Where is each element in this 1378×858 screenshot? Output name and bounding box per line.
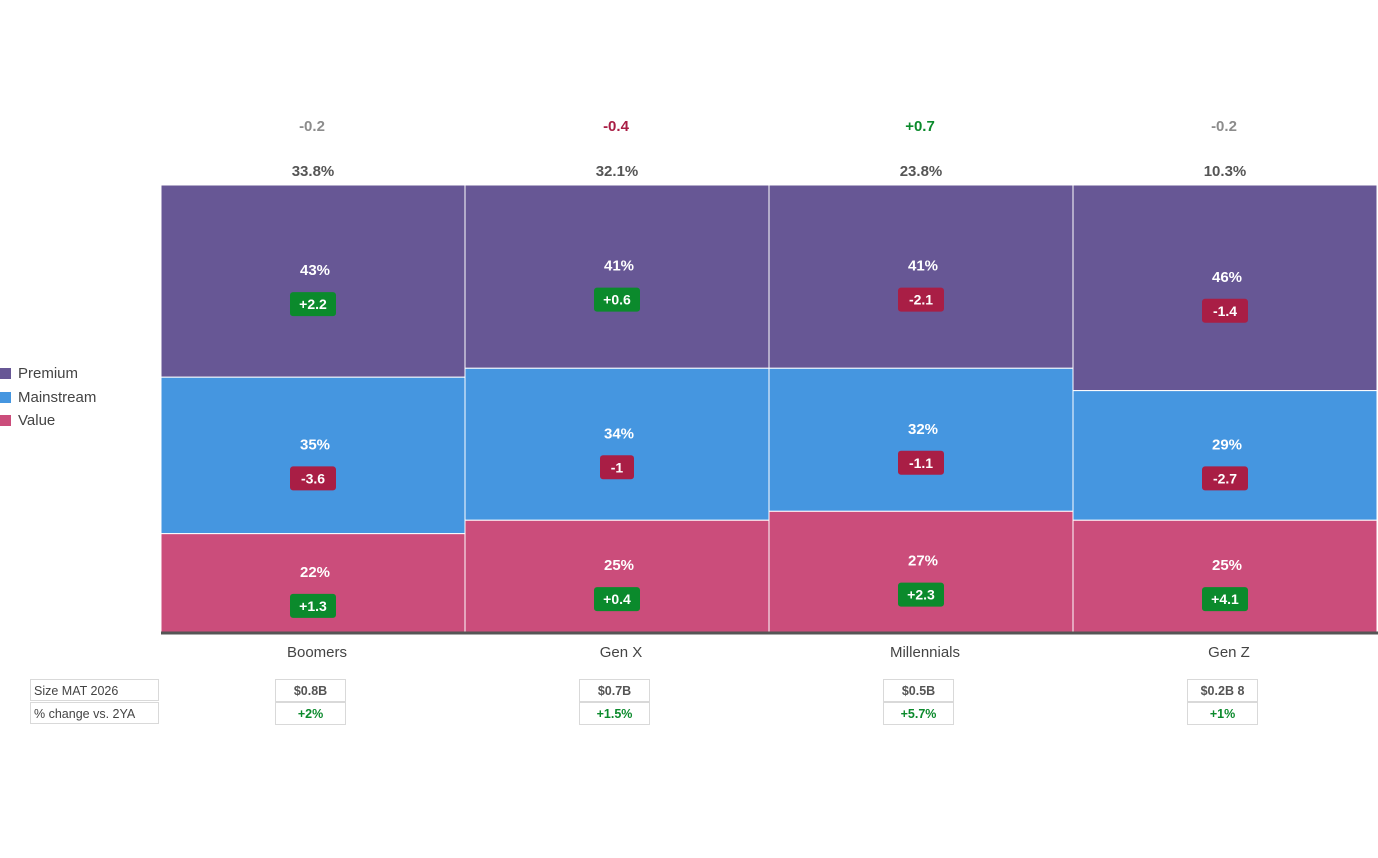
segment-value-genz	[1072, 519, 1378, 633]
segment-premium-genx	[464, 184, 770, 369]
segment-label-value-genx: 25%	[604, 557, 634, 574]
segment-label-premium-boomers: 43%	[300, 262, 330, 279]
legend-label-premium: Premium	[18, 365, 79, 383]
table-label-size: Size MAT 2026	[30, 679, 159, 701]
size-cell-genz: $0.2B 8	[1187, 679, 1258, 702]
change-badge-mainstream-genz: -2.7	[1213, 470, 1237, 486]
category-label-genz: Gen Z	[1208, 644, 1250, 661]
legend-swatch-mainstream	[0, 391, 11, 403]
change-badge-premium-genz: -1.4	[1213, 303, 1237, 319]
segment-label-premium-millennials: 41%	[908, 258, 938, 275]
category-label-millennials: Millennials	[890, 644, 960, 661]
change-badge-value-genz-bg	[1202, 587, 1248, 612]
legend-swatch-premium	[0, 368, 11, 380]
change-badge-value-genx-bg	[594, 587, 640, 612]
column-share-boomers: 33.8%	[292, 163, 335, 180]
segment-mainstream-genx	[464, 367, 770, 521]
segment-label-value-millennials: 27%	[908, 553, 938, 570]
change-cell-boomers: +2%	[275, 702, 346, 725]
legend-label-value: Value	[18, 412, 56, 430]
legend-swatch-value	[0, 415, 11, 427]
column-share-change-boomers: -0.2	[299, 118, 325, 135]
segment-label-mainstream-genx: 34%	[604, 425, 634, 442]
change-cell-millennials: +5.7%	[883, 702, 954, 725]
column-share-genz: 10.3%	[1204, 163, 1247, 180]
size-cell-millennials: $0.5B	[883, 679, 954, 702]
change-badge-value-boomers: +1.3	[299, 598, 327, 614]
segment-mainstream-millennials	[768, 367, 1074, 512]
change-badge-premium-boomers: +2.2	[299, 296, 327, 312]
legend: Premium Mainstream Value	[0, 362, 96, 433]
change-cell-genz: +1%	[1187, 702, 1258, 725]
category-label-boomers: Boomers	[287, 644, 347, 661]
segment-mainstream-boomers	[160, 376, 466, 535]
segment-premium-genz	[1072, 184, 1378, 392]
change-badge-mainstream-boomers-bg	[290, 466, 336, 491]
change-badge-mainstream-genx: -1	[611, 459, 624, 475]
legend-item-mainstream: Mainstream	[0, 386, 96, 410]
change-badge-mainstream-genx-bg	[600, 455, 634, 480]
change-badge-premium-genx-bg	[594, 287, 640, 312]
change-badge-premium-genz-bg	[1202, 298, 1248, 323]
segment-label-mainstream-boomers: 35%	[300, 436, 330, 453]
segment-premium-millennials	[768, 184, 1074, 369]
change-badge-mainstream-millennials: -1.1	[909, 455, 933, 471]
change-badge-value-genz: +4.1	[1211, 591, 1239, 607]
table-label-change: % change vs. 2YA	[30, 702, 159, 724]
legend-item-premium: Premium	[0, 362, 96, 386]
segment-label-mainstream-millennials: 32%	[908, 421, 938, 438]
segment-label-premium-genx: 41%	[604, 258, 634, 275]
change-badge-value-millennials-bg	[898, 582, 944, 607]
change-badge-mainstream-boomers: -3.6	[301, 470, 325, 486]
size-cell-genx: $0.7B	[579, 679, 650, 702]
legend-label-mainstream: Mainstream	[18, 388, 97, 406]
change-cell-genx: +1.5%	[579, 702, 650, 725]
change-badge-premium-millennials: -2.1	[909, 292, 933, 308]
column-share-millennials: 23.8%	[900, 163, 943, 180]
segment-value-genx	[464, 519, 770, 633]
change-badge-premium-genx: +0.6	[603, 292, 631, 308]
segment-premium-boomers	[160, 184, 466, 378]
segment-mainstream-genz	[1072, 390, 1378, 521]
segment-label-mainstream-genz: 29%	[1212, 436, 1242, 453]
change-badge-premium-boomers-bg	[290, 292, 336, 317]
change-badge-premium-millennials-bg	[898, 287, 944, 312]
change-badge-value-boomers-bg	[290, 593, 336, 618]
change-badge-mainstream-genz-bg	[1202, 466, 1248, 491]
change-badge-value-genx: +0.4	[603, 591, 631, 607]
segment-label-premium-genz: 46%	[1212, 269, 1242, 286]
change-badge-mainstream-millennials-bg	[898, 450, 944, 475]
column-share-genx: 32.1%	[596, 163, 639, 180]
column-share-change-genz: -0.2	[1211, 118, 1237, 135]
size-cell-boomers: $0.8B	[275, 679, 346, 702]
segment-label-value-boomers: 22%	[300, 564, 330, 581]
segment-value-millennials	[768, 510, 1074, 633]
legend-item-value: Value	[0, 409, 96, 433]
column-share-change-millennials: +0.7	[905, 118, 935, 135]
change-badge-value-millennials: +2.3	[907, 587, 935, 603]
segment-label-value-genz: 25%	[1212, 557, 1242, 574]
column-share-change-genx: -0.4	[603, 118, 630, 135]
category-label-genx: Gen X	[600, 644, 643, 661]
